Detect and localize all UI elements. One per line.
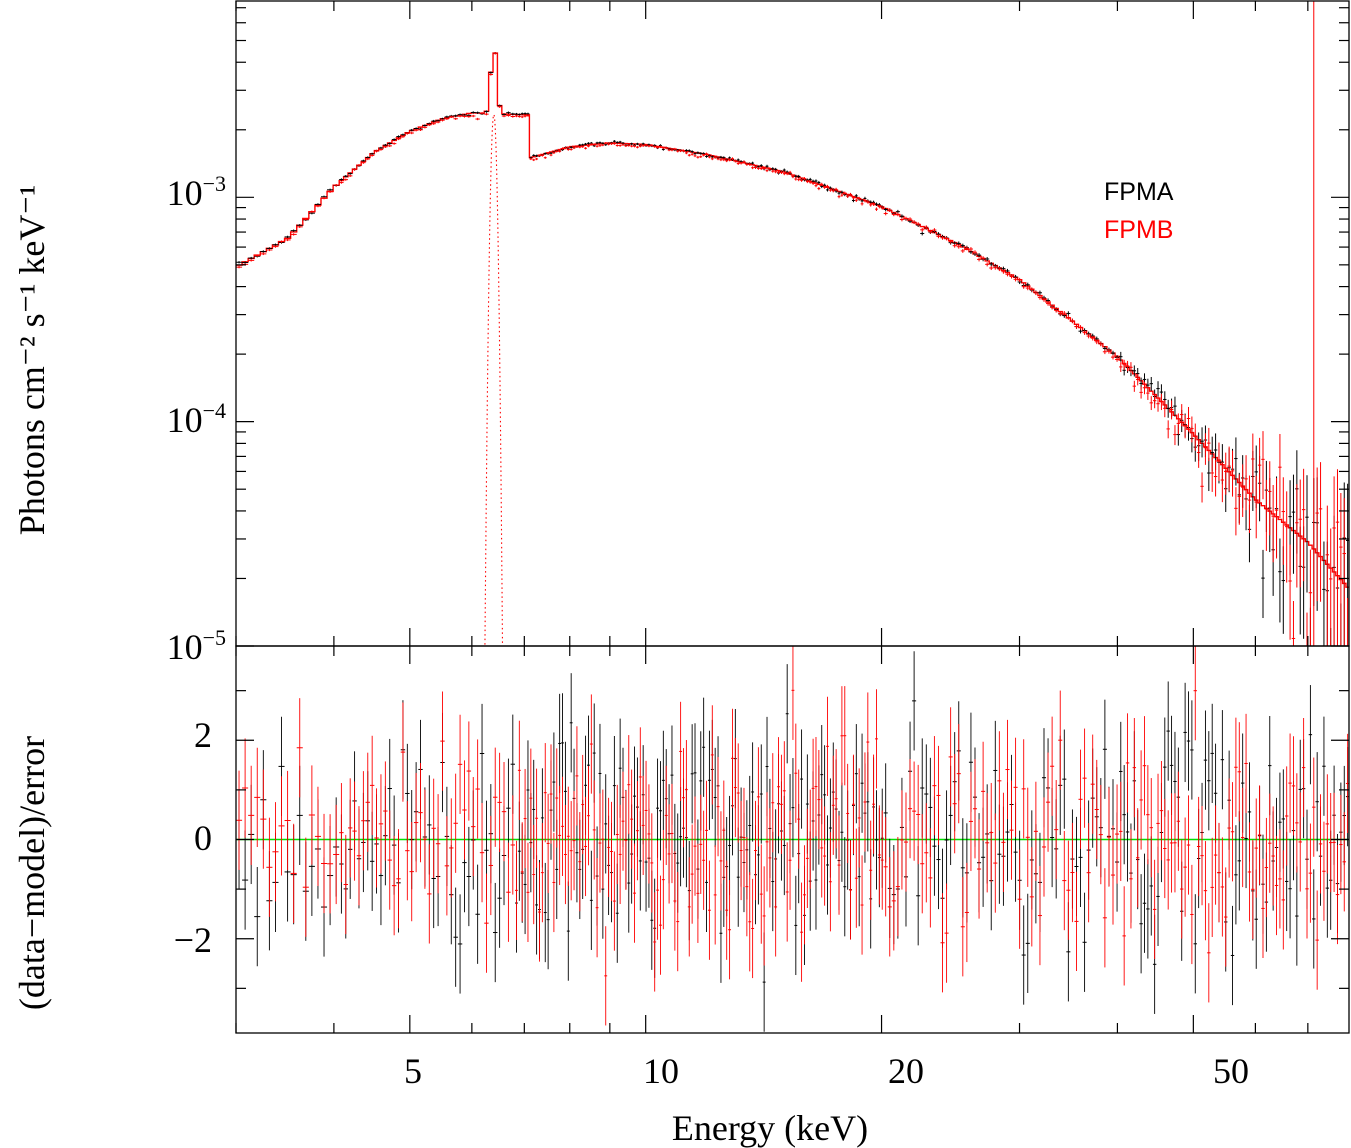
spectrum-plot-area (236, 1, 1349, 646)
tick-marks (235, 1, 1349, 1033)
residual-series-fpmb (236, 646, 1349, 1026)
model-step-line (236, 52, 1349, 588)
y-tick-label-1e-5: 10−5 (167, 625, 226, 667)
residual-y-axis-label: (data−model)/error (12, 736, 52, 1010)
spectrum-axes-frame (235, 0, 1350, 647)
legend-entry-fpmb: FPMB (1104, 216, 1173, 244)
y-tick-label-1e-3: 10−3 (167, 171, 226, 213)
x-axis-label: Energy (keV) (672, 1108, 868, 1148)
iron-line-component (484, 113, 504, 646)
resid-tick-label-0: 0 (194, 818, 212, 858)
spectrum-y-axis-label: Photons cm⁻² s⁻¹ keV⁻¹ (12, 185, 52, 535)
residual-plot-area (236, 646, 1349, 1032)
legend-entry-fpma: FPMA (1104, 178, 1174, 206)
x-tick-label-5: 5 (404, 1051, 422, 1091)
x-tick-label-10: 10 (643, 1051, 679, 1091)
resid-tick-label-minus2: −2 (174, 920, 212, 960)
resid-tick-label-2: 2 (194, 715, 212, 755)
x-tick-label-20: 20 (888, 1051, 924, 1091)
spectrum-series-fpmb (236, 1, 1349, 646)
x-tick-label-50: 50 (1213, 1051, 1249, 1091)
y-tick-label-1e-4: 10−4 (167, 398, 226, 440)
